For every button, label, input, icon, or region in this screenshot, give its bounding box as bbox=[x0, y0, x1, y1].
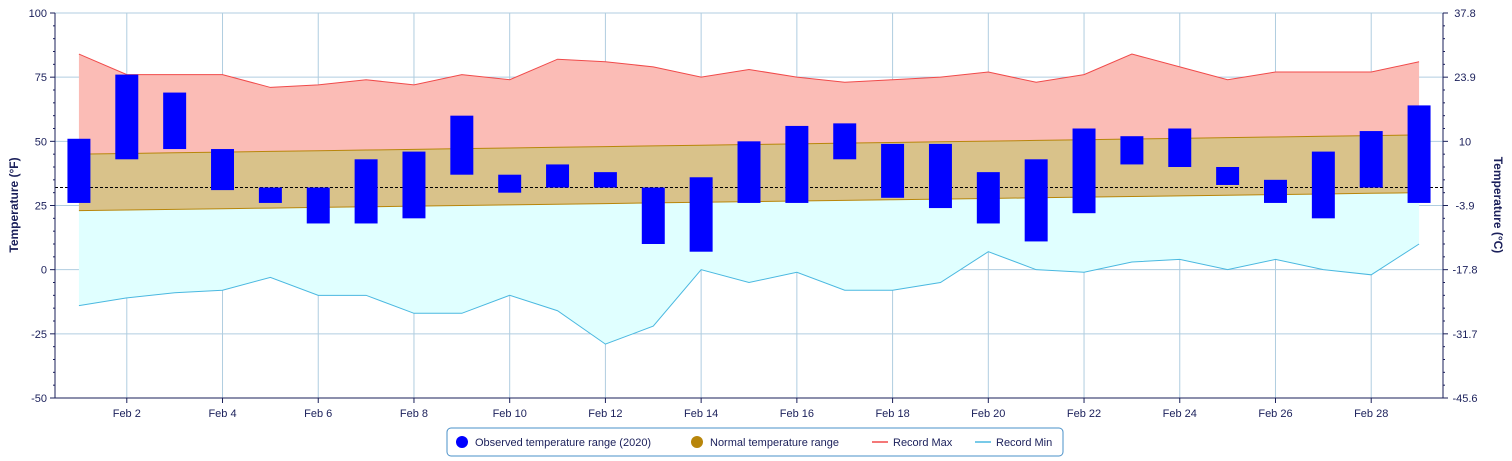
y-tick-label-left: -25 bbox=[31, 329, 47, 341]
y-tick-label-left: 75 bbox=[35, 72, 47, 84]
x-tick-label: Feb 12 bbox=[588, 408, 622, 420]
legend-item-record-max[interactable]: Record Max bbox=[872, 437, 953, 449]
observed-bar bbox=[258, 187, 282, 203]
observed-bar bbox=[1168, 128, 1192, 167]
legend-record-min-label: Record Min bbox=[996, 437, 1052, 449]
x-tick-label: Feb 22 bbox=[1067, 408, 1101, 420]
observed-bar bbox=[306, 187, 330, 224]
x-tick-label: Feb 28 bbox=[1354, 408, 1388, 420]
legend-item-observed[interactable]: Observed temperature range (2020) bbox=[456, 436, 651, 449]
observed-bars bbox=[67, 74, 1431, 252]
x-tick-label: Feb 20 bbox=[971, 408, 1005, 420]
observed-bar bbox=[1311, 151, 1335, 219]
y-tick-label-left: 0 bbox=[41, 265, 47, 277]
observed-bar bbox=[689, 177, 713, 252]
x-tick-label: Feb 10 bbox=[493, 408, 527, 420]
legend-item-record-min[interactable]: Record Min bbox=[975, 437, 1052, 449]
x-tick-label: Feb 14 bbox=[684, 408, 718, 420]
observed-bar bbox=[593, 172, 617, 188]
legend: Observed temperature range (2020) Normal… bbox=[446, 427, 1064, 457]
legend-normal-marker bbox=[691, 436, 703, 448]
record-max-line bbox=[78, 53, 1420, 88]
y-axis-title-left: Temperature (°F) bbox=[7, 157, 21, 252]
observed-bar bbox=[354, 159, 378, 224]
y-tick-label-right: -3.9 bbox=[1456, 201, 1475, 213]
y-tick-label-right: 10 bbox=[1459, 136, 1471, 148]
observed-bar bbox=[402, 151, 426, 219]
observed-bar bbox=[928, 143, 952, 209]
x-tick-label: Feb 4 bbox=[208, 408, 236, 420]
observed-bar bbox=[785, 125, 809, 203]
observed-bar bbox=[163, 92, 187, 150]
legend-observed-label: Observed temperature range (2020) bbox=[475, 437, 651, 449]
x-tick-label: Feb 24 bbox=[1163, 408, 1197, 420]
record-min-line bbox=[78, 243, 1420, 345]
observed-bar bbox=[1359, 131, 1383, 188]
y-tick-label-left: -50 bbox=[31, 393, 47, 405]
observed-bar bbox=[1072, 128, 1096, 214]
observed-bar bbox=[1024, 159, 1048, 242]
observed-bar bbox=[1120, 136, 1144, 165]
observed-bar bbox=[115, 74, 139, 160]
axes: 100 75 50 25 0 -25 -50 37.8 23.9 10 -3.9 -17.8 -31.7… bbox=[29, 8, 1478, 420]
y-tick-label-right: -17.8 bbox=[1452, 265, 1477, 277]
y-tick-label-right: 23.9 bbox=[1454, 72, 1475, 84]
observed-bar bbox=[1407, 105, 1431, 203]
y-tick-label-left: 25 bbox=[35, 201, 47, 213]
y-tick-label-left: 50 bbox=[35, 136, 47, 148]
legend-box bbox=[446, 427, 1064, 457]
observed-bar bbox=[211, 149, 235, 191]
legend-observed-marker bbox=[456, 436, 468, 448]
observed-bar bbox=[881, 143, 905, 198]
observed-bar bbox=[498, 174, 522, 193]
y-tick-label-right: 37.8 bbox=[1454, 8, 1475, 20]
observed-bar bbox=[833, 123, 857, 160]
observed-bar bbox=[976, 172, 1000, 224]
x-tick-label: Feb 2 bbox=[113, 408, 141, 420]
observed-bar bbox=[641, 187, 665, 244]
observed-bar bbox=[1216, 167, 1240, 185]
record-min-area bbox=[78, 192, 1420, 345]
observed-bar bbox=[737, 141, 761, 203]
x-tick-label: Feb 16 bbox=[780, 408, 814, 420]
y-axis-title-right: Temperature (°C) bbox=[1491, 157, 1505, 254]
observed-bar bbox=[1263, 179, 1287, 203]
y-tick-label-right: -45.6 bbox=[1452, 393, 1477, 405]
x-tick-label: Feb 18 bbox=[875, 408, 909, 420]
y-tick-label-left: 100 bbox=[29, 8, 47, 20]
observed-bar bbox=[450, 115, 474, 175]
legend-normal-label: Normal temperature range bbox=[710, 437, 839, 449]
observed-bar bbox=[67, 138, 91, 203]
legend-item-normal[interactable]: Normal temperature range bbox=[691, 436, 839, 449]
x-tick-label: Feb 8 bbox=[400, 408, 428, 420]
y-tick-label-right: -31.7 bbox=[1452, 329, 1477, 341]
x-tick-label: Feb 26 bbox=[1258, 408, 1292, 420]
x-tick-label: Feb 6 bbox=[304, 408, 332, 420]
legend-record-max-label: Record Max bbox=[893, 437, 953, 449]
observed-bar bbox=[546, 164, 570, 188]
